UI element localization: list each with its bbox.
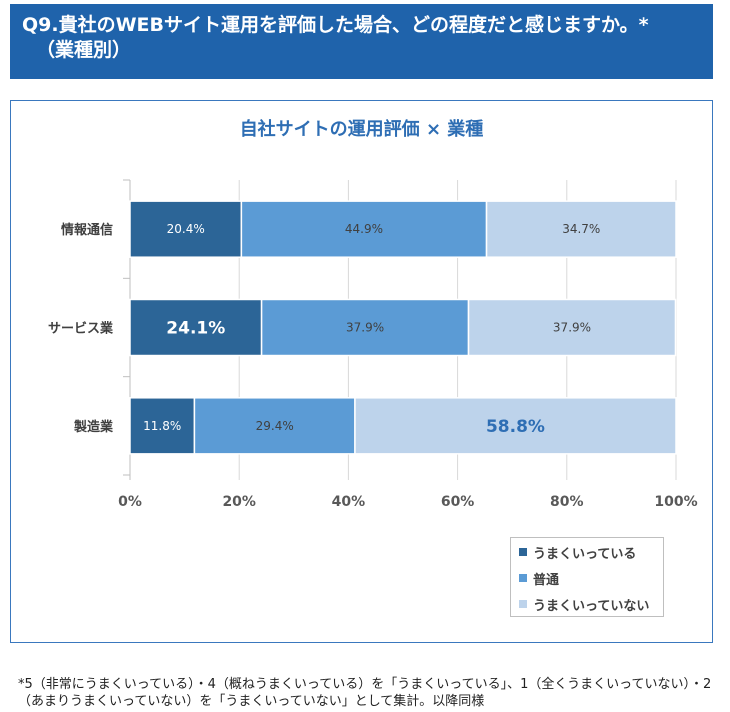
legend-label: うまくいっていない	[533, 598, 650, 614]
x-tick-label: 100%	[654, 494, 697, 510]
data-label: 37.9%	[553, 321, 591, 335]
legend-marker	[519, 548, 527, 556]
legend-item-average: 普通	[511, 565, 663, 591]
legend-label: 普通	[533, 572, 560, 588]
legend-label: うまくいっている	[533, 546, 637, 562]
x-tick-label: 60%	[441, 494, 475, 510]
data-label: 11.8%	[143, 419, 181, 433]
legend: うまくいっている 普通 うまくいっていない	[510, 537, 664, 617]
data-label: 37.9%	[346, 321, 384, 335]
legend-item-doing-well: うまくいっている	[511, 539, 663, 565]
data-label: 44.9%	[345, 222, 383, 236]
data-label: 29.4%	[256, 419, 294, 433]
chart-title: 自社サイトの運用評価 × 業種	[239, 119, 484, 140]
question-title: Q9.貴社のWEBサイト運用を評価した場合、どの程度だと感じますか。*	[22, 14, 649, 36]
legend-item-not-doing-well: うまくいっていない	[511, 591, 663, 617]
bar-segment	[467, 298, 677, 357]
footnote: *5（非常にうまくいっている）・4（概ねうまくいっている）を「うまくいっている」…	[18, 677, 712, 709]
data-label: 20.4%	[167, 222, 205, 236]
bar-segment	[129, 200, 243, 258]
x-tick-label: 40%	[332, 494, 366, 510]
bar-segment	[193, 397, 356, 455]
legend-marker	[519, 600, 527, 608]
stacked-bar-chart: 0% 20% 40% 60% 80% 100% 情報通信 20.4% 44.9% 34.7% サービ…	[48, 179, 698, 510]
category-label: 情報通信	[61, 222, 113, 238]
category-label: サービス業	[48, 321, 114, 337]
question-subtitle: （業種別）	[36, 39, 132, 61]
bar-segment	[354, 397, 677, 455]
data-label: 34.7%	[562, 222, 600, 236]
bar-segment	[129, 397, 196, 455]
x-tick-label: 0%	[118, 494, 142, 510]
bar-segment	[240, 200, 488, 258]
data-label: 24.1%	[166, 319, 225, 339]
x-tick-label: 20%	[222, 494, 256, 510]
bar-segment	[485, 200, 677, 258]
question-header: Q9.貴社のWEBサイト運用を評価した場合、どの程度だと感じますか。* （業種別…	[10, 4, 713, 79]
legend-marker	[519, 574, 527, 582]
chart-panel: 0% 20% 40% 60% 80% 100% 情報通信 20.4% 44.9% 34.7% サービ…	[10, 100, 713, 643]
data-label: 58.8%	[486, 417, 545, 437]
category-label: 製造業	[73, 419, 114, 435]
x-tick-label: 80%	[550, 494, 584, 510]
bar-segment	[260, 298, 470, 357]
